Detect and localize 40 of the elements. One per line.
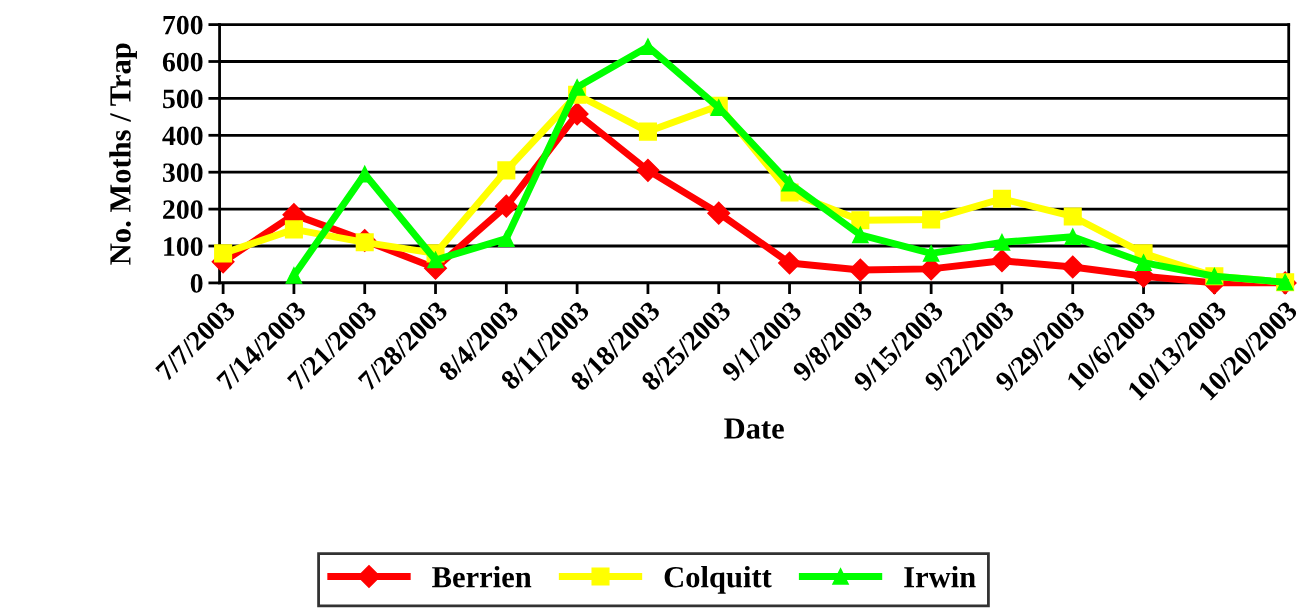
point xyxy=(1061,255,1085,279)
point xyxy=(285,267,303,284)
point xyxy=(427,251,444,269)
y-tick-label: 600 xyxy=(162,52,203,72)
y-tick-label: 700 xyxy=(163,15,203,35)
point xyxy=(993,233,1011,251)
x-axis-title: Date xyxy=(724,418,784,439)
legend-label: Colquitt xyxy=(664,565,772,594)
point xyxy=(355,233,374,252)
y-axis-title: No. Moths / Trap xyxy=(109,43,137,265)
point xyxy=(848,258,872,282)
point xyxy=(922,245,940,262)
point xyxy=(851,211,870,230)
y-tick-label: 0 xyxy=(190,274,203,293)
point xyxy=(707,201,731,225)
point xyxy=(568,78,586,96)
y-tick-label: 200 xyxy=(163,200,203,220)
point xyxy=(636,158,660,182)
legend-label: Berrien xyxy=(432,565,532,588)
y-tick-label: 400 xyxy=(162,126,203,146)
point xyxy=(1063,207,1082,226)
point xyxy=(852,226,869,244)
point xyxy=(922,210,941,229)
point xyxy=(1135,254,1152,271)
point xyxy=(992,189,1011,208)
point xyxy=(497,161,516,180)
point xyxy=(781,174,798,192)
point xyxy=(778,251,802,275)
point xyxy=(214,244,233,263)
point xyxy=(990,249,1014,273)
y-tick-label: 100 xyxy=(164,237,203,256)
point xyxy=(565,102,589,126)
point xyxy=(1064,228,1082,246)
point xyxy=(638,122,657,141)
point xyxy=(497,230,515,247)
point xyxy=(284,220,303,239)
y-tick-label: 500 xyxy=(163,89,203,109)
legend-label: Irwin xyxy=(904,565,976,588)
y-tick-label: 300 xyxy=(162,163,203,183)
point xyxy=(494,194,518,218)
